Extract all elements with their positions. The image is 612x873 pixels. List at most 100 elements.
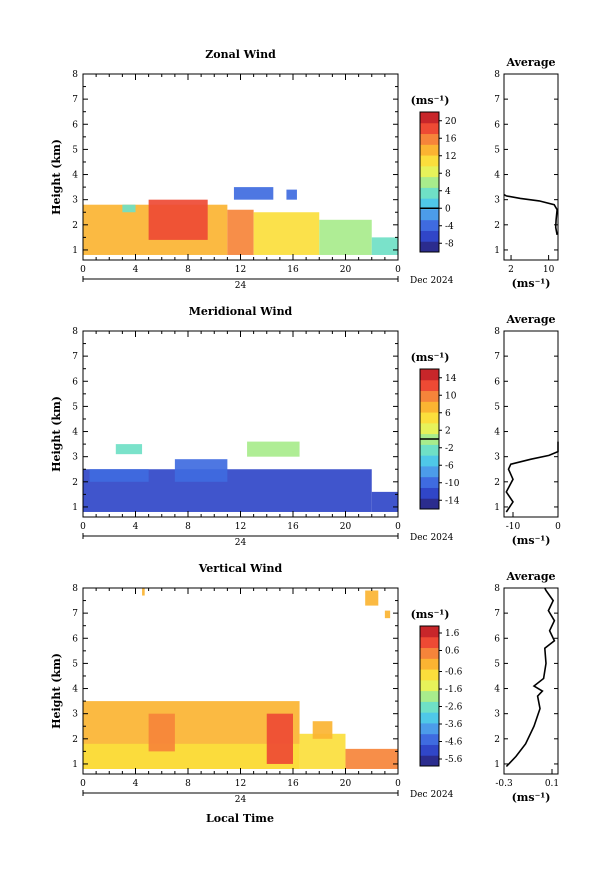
heatmap-cell [253,212,320,255]
y-tick-label: 7 [72,352,78,362]
colorbar-swatch [420,487,439,499]
avg-y-tick-label: 3 [494,710,500,720]
colorbar-swatch [420,155,439,167]
colorbar-swatch [420,176,439,188]
average-unit: (ms⁻¹) [512,791,551,804]
y-tick-label: 2 [72,735,78,745]
x-tick-label: 0 [395,265,401,275]
x-tick-label: 12 [235,522,246,532]
y-tick-label: 1 [72,760,78,770]
x-axis-title: Local Time [206,812,274,825]
y-axis-title: Height (km) [50,139,63,215]
y-tick-label: 8 [72,327,78,337]
avg-y-tick-label: 8 [494,327,500,337]
colorbar-swatch [420,241,439,253]
heatmap-cell [89,469,149,482]
avg-y-tick-label: 5 [494,659,500,669]
y-tick-label: 5 [72,145,78,155]
avg-y-tick-label: 8 [494,584,500,594]
colorbar-swatch [420,422,439,435]
heatmap-cells [83,187,398,255]
x-tick-label: 20 [340,522,352,532]
colorbar-tick-label: -3.6 [445,720,463,730]
heatmap-cell [122,204,136,213]
heatmap-cell [286,189,297,200]
colorbar-swatch [420,219,439,231]
avg-y-tick-label: 2 [494,735,500,745]
colorbar-tick-label: -2 [445,444,454,454]
day-label: 24 [235,281,247,291]
heatmap-cell [233,187,274,200]
y-tick-label: 4 [72,685,78,695]
colorbar-swatch [420,379,439,392]
y-tick-label: 6 [72,377,78,387]
date-label: Dec 2024 [410,790,454,800]
colorbar-tick-label: 0 [445,204,451,214]
colorbar-swatch [420,444,439,456]
panel-title: Meridional Wind [189,305,293,318]
colorbar-swatch [420,733,439,745]
heatmap-cell [365,590,379,606]
colorbar-swatch [420,712,439,724]
heatmap-cell [142,588,145,596]
y-tick-label: 4 [72,171,78,181]
heatmap-cell [319,219,372,255]
heatmap-cell [266,713,293,764]
colorbar-swatch [420,722,439,735]
colorbar-swatch [420,465,439,478]
avg-y-tick-label: 2 [494,478,500,488]
avg-y-tick-label: 6 [494,377,500,387]
colorbar-swatch [420,476,439,488]
y-tick-label: 1 [72,503,78,513]
avg-y-tick-label: 5 [494,145,500,155]
avg-y-tick-label: 3 [494,196,500,206]
y-tick-label: 8 [72,584,78,594]
colorbar-frame [419,625,440,767]
x-tick-label: 12 [235,265,246,275]
x-tick-label: 12 [235,779,246,789]
avg-y-tick-label: 7 [494,95,500,105]
colorbar-unit: (ms⁻¹) [411,608,450,621]
heatmap-cell [384,610,391,619]
x-tick-label: 4 [133,265,139,275]
avg-y-tick-label: 3 [494,453,500,463]
colorbar-tick-label: -14 [445,496,460,506]
colorbar-tick-label: 16 [445,134,457,144]
heatmap-cell [247,441,300,457]
colorbar-tick-label: -4.6 [445,738,463,748]
average-unit: (ms⁻¹) [512,277,551,290]
avg-y-tick-label: 5 [494,402,500,412]
avg-y-tick-label: 6 [494,120,500,130]
x-tick-label: 0 [80,522,86,532]
x-tick-label: 16 [287,779,299,789]
colorbar-swatch [420,744,439,756]
avg-y-tick-label: 6 [494,634,500,644]
colorbar-unit: (ms⁻¹) [411,94,450,107]
y-axis-title: Height (km) [50,653,63,729]
y-tick-label: 5 [72,659,78,669]
x-tick-label: 8 [185,265,191,275]
x-tick-label: 16 [287,522,299,532]
heatmap-cell [148,713,175,752]
colorbar-swatch [420,690,439,702]
average-profile-line [505,441,559,513]
x-tick-label: 4 [133,779,139,789]
average-unit: (ms⁻¹) [512,534,551,547]
avg-y-tick-label: 1 [494,760,500,770]
colorbar-tick-label: -4 [445,222,454,232]
colorbar-tick-label: 0.6 [445,647,460,657]
colorbar-swatch [420,198,439,210]
avg-y-tick-label: 4 [494,685,500,695]
colorbar-swatch [420,455,439,467]
colorbar-swatch [420,112,439,124]
colorbar: -5.6 -4.6 -3.6 -2.6 -1.6 -0.6 0.6 1.6 [419,625,463,767]
avg-y-tick-label: 7 [494,352,500,362]
average-profile-line [503,193,558,236]
panel-title: Vertical Wind [198,562,283,575]
heatmap-cell [371,237,398,255]
avg-y-tick-label: 1 [494,246,500,256]
colorbar-swatch [420,679,439,692]
